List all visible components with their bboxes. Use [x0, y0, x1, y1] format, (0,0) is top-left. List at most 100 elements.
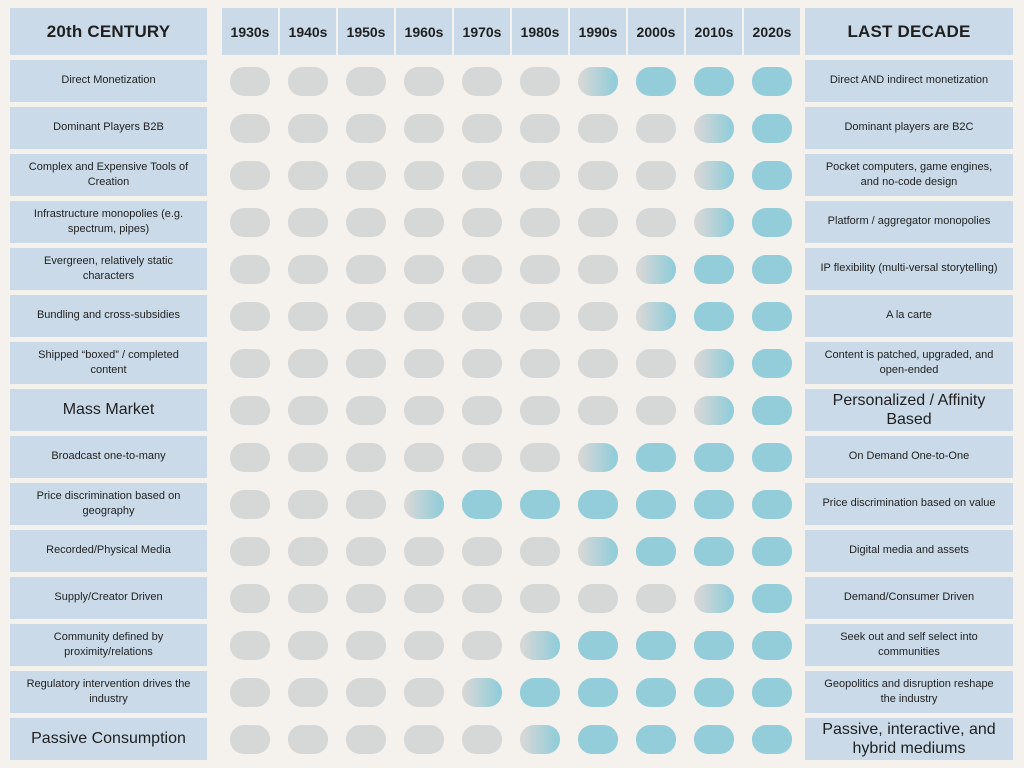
pill-1930s	[230, 160, 270, 190]
pill-cell-1950s	[338, 154, 394, 196]
pill-cell-1970s	[454, 530, 510, 572]
pill-1940s	[288, 113, 328, 143]
pill-2000s	[636, 536, 676, 566]
pill-1980s	[520, 489, 560, 519]
pill-2010s	[694, 724, 734, 754]
pill-cell-1990s	[570, 671, 626, 713]
row-label-20th-century: Infrastructure monopolies (e.g. spectrum…	[10, 201, 207, 243]
pill-2000s	[636, 66, 676, 96]
pill-cells	[222, 389, 800, 431]
pill-2020s	[752, 724, 792, 754]
pill-1970s	[462, 160, 502, 190]
pill-2020s	[752, 395, 792, 425]
pill-cell-1940s	[280, 483, 336, 525]
pill-cell-2020s	[744, 436, 800, 478]
pill-cell-1950s	[338, 624, 394, 666]
right-column-header: LAST DECADE	[805, 8, 1013, 55]
pill-cell-1970s	[454, 389, 510, 431]
pill-2010s	[694, 113, 734, 143]
row-label-20th-century: Passive Consumption	[10, 718, 207, 760]
pill-1940s	[288, 583, 328, 613]
pill-2020s	[752, 489, 792, 519]
pill-1950s	[346, 66, 386, 96]
pill-cell-2020s	[744, 342, 800, 384]
pill-cell-1970s	[454, 483, 510, 525]
pill-1930s	[230, 348, 270, 378]
pill-cell-1960s	[396, 671, 452, 713]
pill-cell-1990s	[570, 436, 626, 478]
pill-cell-2000s	[628, 60, 684, 102]
pill-1990s	[578, 442, 618, 472]
decade-header-1970s: 1970s	[454, 8, 510, 55]
pill-2020s	[752, 113, 792, 143]
pill-1950s	[346, 442, 386, 472]
pill-1940s	[288, 66, 328, 96]
row-label-last-decade: Platform / aggregator monopolies	[805, 201, 1013, 243]
matrix-row: Broadcast one-to-many On Demand One-to-On…	[10, 436, 1013, 478]
pill-1930s	[230, 301, 270, 331]
pill-cell-1950s	[338, 530, 394, 572]
pill-1970s	[462, 442, 502, 472]
pill-1990s	[578, 301, 618, 331]
pill-cell-1970s	[454, 154, 510, 196]
decade-header-2020s: 2020s	[744, 8, 800, 55]
pill-1980s	[520, 583, 560, 613]
matrix-row: Infrastructure monopolies (e.g. spectrum…	[10, 201, 1013, 243]
decade-header-1940s: 1940s	[280, 8, 336, 55]
matrix-row: Shipped “boxed” / completed content Conte…	[10, 342, 1013, 384]
pill-2020s	[752, 348, 792, 378]
pill-cell-2020s	[744, 248, 800, 290]
pill-cells	[222, 248, 800, 290]
pill-cell-1970s	[454, 201, 510, 243]
pill-cell-1940s	[280, 530, 336, 572]
matrix-row: Regulatory intervention drives the indus…	[10, 671, 1013, 713]
pill-cell-1970s	[454, 624, 510, 666]
pill-1980s	[520, 113, 560, 143]
pill-cell-1980s	[512, 577, 568, 619]
matrix-row: Price discrimination based on geography P…	[10, 483, 1013, 525]
pill-2010s	[694, 442, 734, 472]
pill-cells	[222, 60, 800, 102]
pill-cells	[222, 107, 800, 149]
pill-1950s	[346, 348, 386, 378]
row-label-last-decade: IP flexibility (multi-versal storytellin…	[805, 248, 1013, 290]
matrix-row: Complex and Expensive Tools of Creation P…	[10, 154, 1013, 196]
pill-1930s	[230, 66, 270, 96]
pill-1970s	[462, 489, 502, 519]
pill-cells	[222, 718, 800, 760]
pill-cell-1980s	[512, 530, 568, 572]
pill-cell-1960s	[396, 154, 452, 196]
pill-cells	[222, 577, 800, 619]
pill-1990s	[578, 489, 618, 519]
pill-2020s	[752, 442, 792, 472]
pill-1980s	[520, 348, 560, 378]
pill-1970s	[462, 536, 502, 566]
pill-cell-1960s	[396, 530, 452, 572]
pill-cell-2000s	[628, 718, 684, 760]
pill-cell-2020s	[744, 671, 800, 713]
pill-cell-1980s	[512, 295, 568, 337]
pill-cell-1960s	[396, 248, 452, 290]
row-label-last-decade: Direct AND indirect monetization	[805, 60, 1013, 102]
pill-cell-1980s	[512, 248, 568, 290]
pill-1940s	[288, 630, 328, 660]
pill-cell-2000s	[628, 624, 684, 666]
pill-1960s	[404, 536, 444, 566]
pill-2020s	[752, 207, 792, 237]
pill-cell-1930s	[222, 295, 278, 337]
pill-1970s	[462, 677, 502, 707]
row-label-20th-century: Evergreen, relatively static characters	[10, 248, 207, 290]
pill-cell-2010s	[686, 107, 742, 149]
pill-2010s	[694, 301, 734, 331]
pill-cell-2020s	[744, 718, 800, 760]
pill-cell-1950s	[338, 60, 394, 102]
pill-cells	[222, 201, 800, 243]
pill-cell-2010s	[686, 201, 742, 243]
pill-cell-1970s	[454, 577, 510, 619]
pill-2000s	[636, 254, 676, 284]
pill-2010s	[694, 160, 734, 190]
pill-2010s	[694, 207, 734, 237]
pill-cell-1980s	[512, 154, 568, 196]
matrix-row: Dominant Players B2B Dominant players are…	[10, 107, 1013, 149]
pill-1970s	[462, 301, 502, 331]
